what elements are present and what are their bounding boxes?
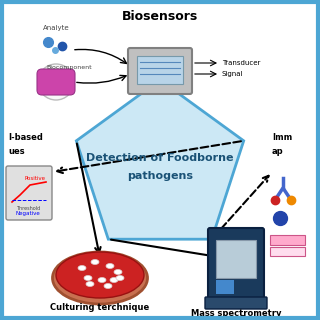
Text: pathogens: pathogens <box>127 171 193 181</box>
Ellipse shape <box>78 266 86 270</box>
Circle shape <box>38 64 74 100</box>
Ellipse shape <box>98 277 106 283</box>
Text: Biocomponent: Biocomponent <box>46 66 92 70</box>
Text: Mass spectrometry: Mass spectrometry <box>191 308 281 317</box>
Ellipse shape <box>116 276 124 281</box>
Text: l-based: l-based <box>8 133 43 142</box>
FancyBboxPatch shape <box>208 228 264 304</box>
Text: technology: technology <box>210 315 262 320</box>
Ellipse shape <box>104 284 112 289</box>
Text: Signal: Signal <box>222 71 244 77</box>
Bar <box>270 247 305 256</box>
Ellipse shape <box>91 260 99 265</box>
Text: Biosensors: Biosensors <box>122 10 198 22</box>
Ellipse shape <box>110 277 118 283</box>
Text: Imm: Imm <box>272 133 292 142</box>
Bar <box>216 240 256 278</box>
Bar <box>270 235 305 245</box>
Text: Transducer: Transducer <box>222 60 260 66</box>
Ellipse shape <box>106 263 114 268</box>
Text: Culturing terchnique: Culturing terchnique <box>50 303 150 313</box>
Text: Positive: Positive <box>25 177 45 181</box>
Bar <box>137 56 183 84</box>
Ellipse shape <box>56 252 144 298</box>
Text: Threshold: Threshold <box>16 205 40 211</box>
Text: Analyte: Analyte <box>43 25 69 31</box>
Text: Detection of Foodborne: Detection of Foodborne <box>86 153 234 163</box>
Ellipse shape <box>86 282 94 286</box>
Polygon shape <box>76 80 244 239</box>
Text: ues: ues <box>8 148 25 156</box>
Text: Negative: Negative <box>16 211 40 215</box>
Ellipse shape <box>114 269 122 275</box>
FancyBboxPatch shape <box>6 166 52 220</box>
Text: ap: ap <box>272 148 284 156</box>
Ellipse shape <box>52 252 148 304</box>
FancyBboxPatch shape <box>128 48 192 94</box>
FancyBboxPatch shape <box>37 69 75 95</box>
Ellipse shape <box>84 276 92 281</box>
Bar <box>216 280 234 294</box>
FancyBboxPatch shape <box>205 297 267 309</box>
